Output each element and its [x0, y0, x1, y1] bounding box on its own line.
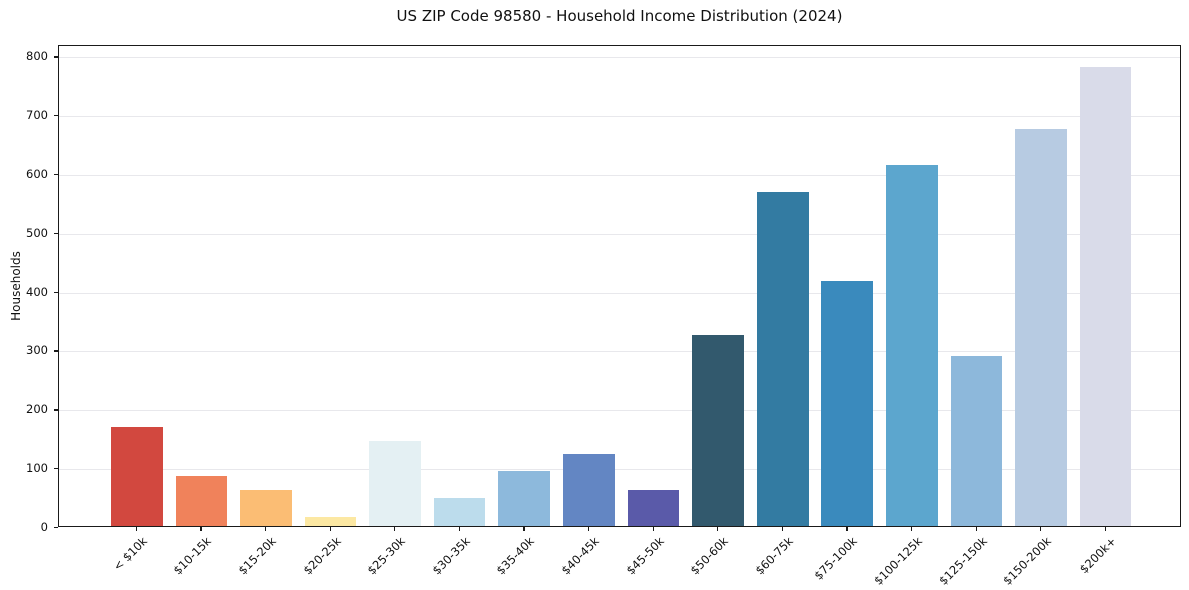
y-tick-label: 700	[26, 108, 48, 122]
x-tick-mark	[587, 527, 590, 531]
x-tick-label: $20-25k	[299, 534, 344, 578]
y-tick-label: 100	[26, 461, 48, 476]
x-tick-mark	[781, 527, 784, 531]
x-tick-mark	[264, 527, 267, 531]
x-tick-mark	[717, 527, 719, 531]
x-tick-mark	[329, 527, 331, 531]
bar	[1015, 128, 1067, 526]
y-tick-label: 500	[26, 225, 48, 240]
x-tick-label: $125-150k	[935, 534, 990, 588]
bar	[369, 440, 421, 526]
y-tick-label: 300	[26, 343, 48, 358]
y-tick-label: 400	[26, 284, 48, 299]
y-tick-label: 600	[26, 166, 48, 181]
x-tick-label: $60-75k	[752, 534, 796, 578]
y-tick-label: 200	[26, 402, 48, 417]
y-tick-label: 0	[40, 520, 48, 534]
x-tick-label: $10-15k	[170, 534, 215, 578]
bar	[886, 164, 938, 526]
x-tick-mark	[910, 527, 913, 531]
bar	[304, 517, 357, 526]
x-tick-mark	[1104, 527, 1107, 531]
x-tick-mark	[200, 527, 202, 531]
x-tick-label: $100-125k	[871, 534, 925, 588]
y-tick-mark	[54, 468, 58, 470]
x-tick-label: $200k+	[1076, 534, 1119, 577]
x-tick-mark	[1040, 527, 1042, 531]
x-tick-mark	[394, 527, 396, 531]
gridline	[59, 469, 1180, 471]
x-tick-label: $15-20k	[235, 534, 279, 578]
x-tick-mark	[652, 527, 654, 531]
y-tick-mark	[54, 350, 58, 352]
gridline	[59, 410, 1180, 412]
gridline	[59, 351, 1180, 353]
bar	[1079, 67, 1132, 526]
x-tick-label: $30-35k	[429, 534, 473, 578]
x-tick-mark	[523, 527, 525, 531]
y-tick-mark	[54, 115, 58, 117]
gridline	[59, 174, 1180, 176]
x-tick-label: $35-40k	[493, 534, 538, 578]
x-tick-label: < $10k	[110, 534, 150, 574]
gridline	[59, 233, 1180, 235]
x-tick-mark	[975, 527, 977, 531]
y-tick-mark	[54, 527, 58, 529]
x-tick-label: $40-45k	[558, 534, 602, 578]
bar	[950, 355, 1003, 526]
bar	[563, 453, 615, 526]
x-tick-mark	[135, 527, 138, 531]
x-tick-mark	[846, 527, 848, 531]
bar	[627, 489, 680, 526]
plot-frame	[58, 45, 1181, 527]
bar	[175, 476, 228, 526]
x-tick-label: $75-100k	[811, 534, 861, 583]
bar	[821, 280, 874, 526]
x-tick-mark	[458, 527, 461, 531]
y-tick-mark	[54, 409, 58, 411]
bar	[692, 334, 744, 526]
gridline	[59, 57, 1180, 59]
x-tick-label: $50-60k	[687, 534, 731, 578]
bar	[756, 191, 809, 526]
y-tick-mark	[54, 56, 58, 58]
bar	[433, 497, 486, 526]
x-tick-label: $45-50k	[622, 534, 667, 578]
x-tick-label: $150-200k	[1000, 534, 1054, 588]
bar	[110, 427, 163, 526]
chart-title: US ZIP Code 98580 - Household Income Dis…	[396, 7, 843, 25]
gridline	[59, 116, 1180, 117]
x-tick-label: $25-30k	[364, 534, 408, 578]
y-tick-mark	[54, 173, 58, 176]
bar	[498, 471, 551, 526]
y-tick-label: 800	[26, 49, 48, 64]
y-tick-mark	[54, 232, 58, 235]
bar	[240, 489, 292, 526]
y-tick-mark	[54, 291, 58, 293]
gridline	[59, 292, 1180, 294]
